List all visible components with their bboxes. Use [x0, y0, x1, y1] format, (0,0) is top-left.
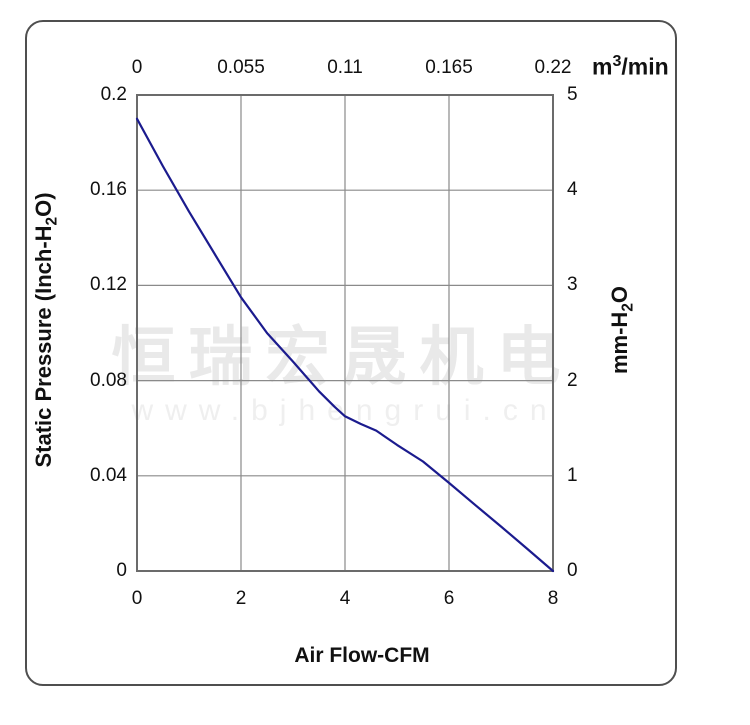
- bottom-axis-tick-label: 8: [547, 588, 559, 609]
- plot-border: [136, 94, 554, 572]
- top-axis-title-rest: /min: [621, 53, 669, 80]
- right-axis-tick-label: 2: [567, 369, 578, 391]
- top-axis-title-superscript: 3: [612, 52, 622, 70]
- left-axis-tick-label: 0.16: [90, 179, 127, 201]
- bottom-axis-tick-label: 2: [235, 588, 247, 609]
- bottom-axis-tick-label: 4: [339, 588, 351, 609]
- left-axis-tick-label: 0.12: [90, 274, 127, 296]
- static-pressure-curve: [135, 117, 555, 573]
- right-axis-tick-label: 1: [567, 464, 578, 486]
- left-axis-title-rest: O): [31, 192, 56, 217]
- top-axis-tick-label: 0.11: [327, 57, 363, 78]
- left-axis-title-static-pressure: Static Pressure (Inch-H2O): [31, 120, 61, 540]
- left-axis-tick-label: 0: [116, 560, 127, 581]
- right-axis-tick-label: 0: [567, 560, 578, 581]
- top-axis-title-m3min: m3/min: [592, 52, 669, 81]
- bottom-axis-tick-label: 6: [443, 588, 455, 609]
- left-axis-title-subscript: 2: [43, 216, 61, 226]
- right-axis-title-subscript: 2: [619, 303, 637, 312]
- right-axis-title-mm-h2o: mm-H2O: [607, 230, 637, 430]
- right-axis-title-base: mm-H: [607, 311, 632, 375]
- left-axis-tick-label: 0.08: [90, 369, 127, 391]
- right-axis-tick-label: 3: [567, 274, 578, 296]
- left-axis-title-base: Static Pressure (Inch-H: [31, 225, 56, 468]
- left-axis-tick-label: 0.2: [100, 84, 127, 105]
- top-axis-tick-label: 0.055: [217, 57, 265, 78]
- right-axis-tick-label: 4: [567, 179, 578, 201]
- rounded-border-frame: [25, 20, 677, 686]
- top-axis-title-base: m: [592, 53, 613, 80]
- left-axis-tick-label: 0.04: [90, 464, 127, 486]
- bottom-axis-title-airflow-cfm: Air Flow-CFM: [294, 644, 430, 667]
- top-axis-tick-label: 0.165: [425, 57, 473, 78]
- bottom-axis-tick-label: 0: [131, 588, 143, 609]
- right-axis-title-rest: O: [607, 285, 632, 304]
- top-axis-tick-label: 0.22: [534, 57, 572, 78]
- right-axis-tick-label: 5: [567, 84, 578, 105]
- top-axis-tick-label: 0: [131, 57, 143, 78]
